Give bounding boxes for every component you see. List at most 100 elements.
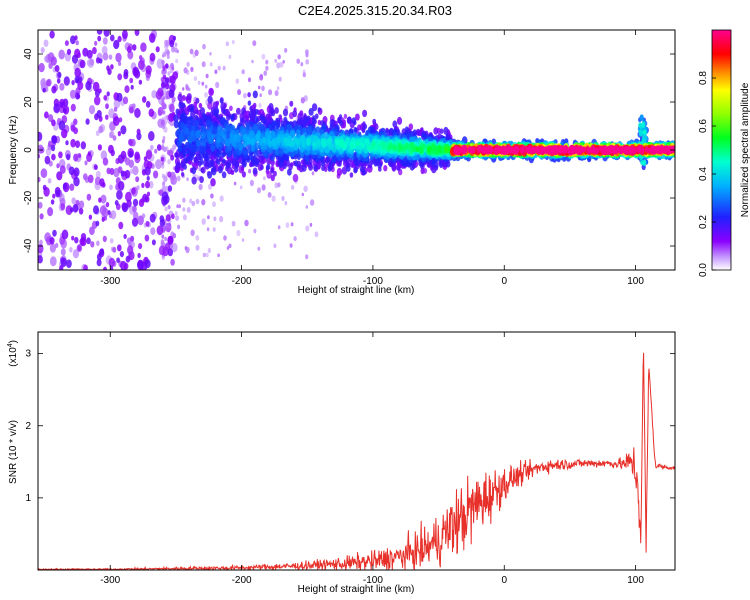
spectrogram-cell	[371, 140, 376, 147]
spectrogram-cell	[237, 89, 242, 96]
spectrogram-cell	[383, 165, 388, 172]
spectrogram-cell	[274, 107, 279, 114]
spectrogram-cell	[211, 167, 217, 176]
spectrogram-cell	[305, 138, 311, 147]
spectrogram-cell	[113, 106, 118, 112]
spectrogram-cell	[294, 160, 299, 167]
spectrogram-cell	[174, 211, 178, 216]
colorbar: 0.00.20.40.60.8 Normalized spectral ampl…	[698, 29, 750, 277]
spectrogram-cell	[206, 132, 212, 141]
spectrogram-cell	[128, 150, 133, 158]
spectrogram-cell	[120, 260, 127, 270]
spectrogram-cell	[175, 58, 179, 64]
spectrogram-cell	[162, 74, 167, 80]
spectrogram-cell	[162, 181, 166, 187]
spectrogram-cell	[443, 146, 449, 154]
spectrogram-cell	[47, 140, 53, 148]
spectrogram-cell	[190, 119, 194, 125]
spectrogram-cell	[69, 247, 73, 253]
spectrogram-cell	[184, 127, 190, 136]
spectrogram-cell	[262, 136, 267, 144]
spectrogram-cell	[191, 166, 197, 175]
spectrogram-cell	[116, 92, 123, 102]
spectrogram-cell	[212, 201, 216, 208]
spectrogram-cell	[196, 176, 200, 181]
snr-x-tick-label: -300	[100, 575, 120, 586]
spectrogram-cell	[321, 165, 326, 172]
spectrogram-cell	[60, 248, 66, 256]
spectrogram-cell	[303, 185, 308, 192]
spectrogram-cell	[274, 90, 279, 97]
spectrogram-cell	[167, 235, 174, 245]
spectrogram-cell	[117, 35, 122, 43]
spectrogram-cell	[270, 174, 275, 182]
spectrogram-cell	[103, 266, 107, 270]
spectrogram-cell	[74, 76, 80, 84]
spectrogram-cell	[279, 61, 284, 68]
spectrogram-cell	[43, 39, 49, 47]
spectrogram-cell	[271, 195, 276, 202]
spectrogram-cell	[45, 79, 51, 87]
spectrogram-cell	[308, 108, 314, 116]
spectrogram-cell	[292, 173, 299, 183]
spectrogram-cell	[189, 48, 194, 55]
spectrogram-cell	[160, 156, 164, 162]
spectrogram-cell	[287, 168, 292, 176]
spectrogram-cell	[167, 205, 171, 210]
spectrogram-cell	[623, 146, 628, 153]
spectrogram-cell	[349, 143, 354, 150]
spectrogram-cell	[42, 87, 46, 93]
spectrogram-cell	[169, 40, 175, 48]
spectrogram-cell	[102, 37, 108, 45]
spectrogram-cell	[159, 219, 165, 227]
spectrogram-cell	[162, 103, 167, 110]
spectrogram-cell	[591, 147, 596, 154]
spectrogram-cell	[66, 153, 71, 161]
spectrogram-cell	[102, 235, 107, 243]
spectrogram-cell	[170, 258, 175, 266]
spectrogram-cell	[71, 235, 75, 241]
spectrogram-cell	[312, 141, 316, 148]
spectrogram-cell	[236, 107, 241, 115]
spectrogram-cell	[168, 89, 175, 98]
spectrogram-cell	[248, 168, 252, 174]
spectrogram-cell	[361, 169, 366, 176]
spectrogram-cell	[161, 59, 165, 65]
spectrogram-cell	[265, 65, 269, 71]
spectrogram-cell	[240, 166, 245, 172]
spectrogram-cell	[66, 48, 72, 56]
spectrogram-cell	[314, 113, 319, 120]
spectrogram-cell	[162, 246, 169, 257]
spectrogram-cell	[124, 85, 130, 93]
spectrogram-cell	[209, 62, 213, 67]
spectrogram-cell	[59, 101, 64, 107]
spectrogram-x-label: Height of straight line (km)	[298, 285, 415, 296]
spectrogram-cell	[215, 158, 221, 166]
spectrogram-cell	[40, 168, 48, 179]
spectrogram-cell	[445, 160, 451, 168]
spectrogram-cell	[88, 214, 93, 220]
spectrogram-cell	[72, 203, 79, 213]
spectrogram-y-tick-label: -40	[23, 238, 34, 253]
spectrogram-cell	[161, 163, 165, 169]
spectrogram-cell	[230, 114, 235, 121]
spectrogram-cell	[637, 147, 641, 153]
spectrogram-cell	[252, 102, 257, 109]
spectrogram-cell	[86, 153, 93, 162]
spectrogram-cell	[506, 145, 512, 154]
spectrogram-cell	[305, 225, 310, 232]
spectrogram-cell	[276, 136, 282, 144]
spectrogram-cell	[55, 189, 61, 198]
spectrogram-cell	[195, 97, 200, 104]
spectrogram-cell	[56, 78, 61, 84]
spectrogram-cell	[99, 205, 107, 216]
spectrogram-cell	[102, 182, 106, 188]
spectrogram-cell	[661, 147, 666, 154]
spectrogram-cell	[529, 146, 535, 154]
spectrogram-cell	[290, 184, 295, 190]
spectrogram-cell	[265, 59, 269, 65]
spectrogram-cell	[51, 119, 56, 127]
spectrogram-cell	[535, 146, 541, 154]
spectrogram-cell	[183, 164, 188, 170]
spectrogram-cell	[266, 163, 271, 170]
